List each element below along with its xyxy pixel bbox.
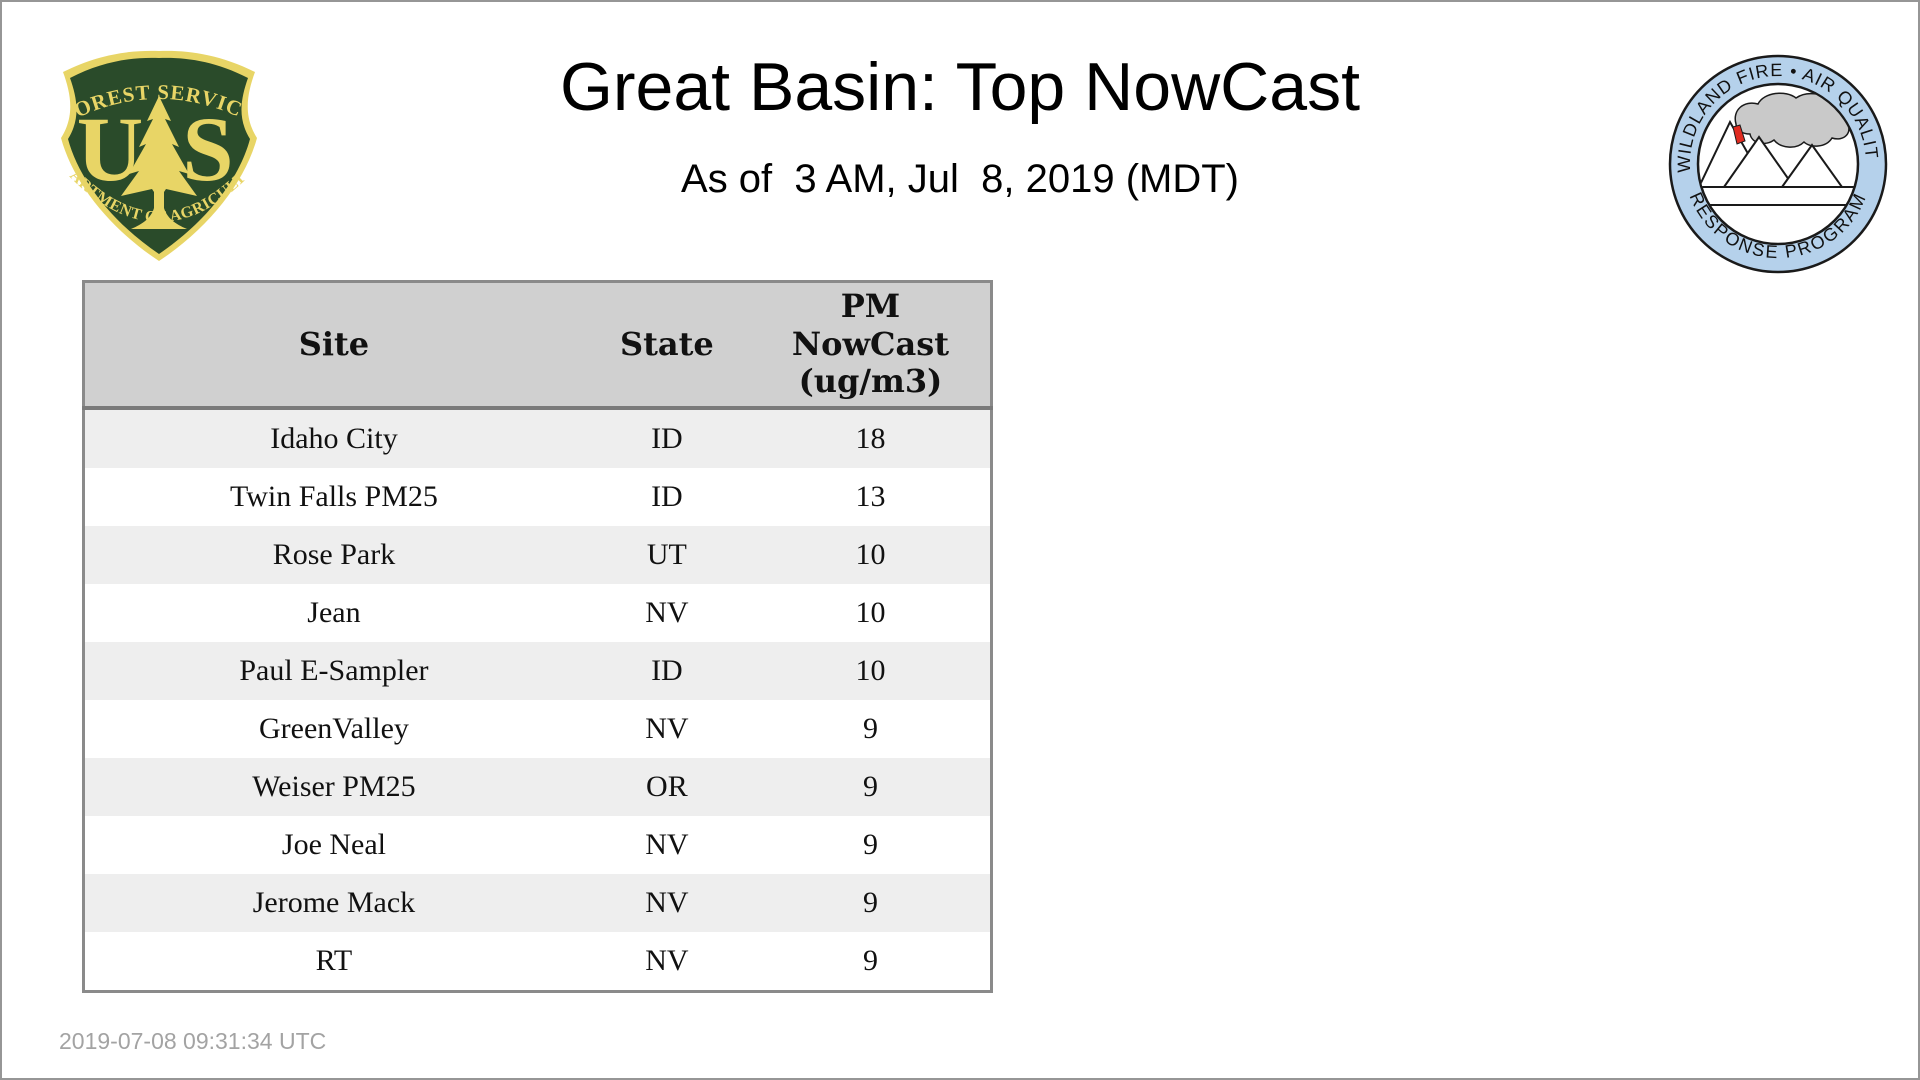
state-cell: ID	[582, 468, 751, 526]
column-header-site: Site	[83, 281, 583, 410]
table-row: Joe Neal NV 9	[83, 816, 992, 874]
site-cell: Weiser PM25	[83, 758, 583, 816]
site-cell: GreenValley	[83, 700, 583, 758]
state-cell: OR	[582, 758, 751, 816]
table-row: Twin Falls PM25 ID 13	[83, 468, 992, 526]
table-row: Weiser PM25 OR 9	[83, 758, 992, 816]
nowcast-cell: 10	[750, 526, 992, 584]
table-row: GreenValley NV 9	[83, 700, 992, 758]
column-header-state: State	[582, 281, 751, 410]
state-cell: NV	[582, 700, 751, 758]
pine-tree-icon	[121, 96, 197, 229]
state-cell: NV	[582, 874, 751, 932]
nowcast-cell: 9	[750, 700, 992, 758]
table-row: Idaho City ID 18	[83, 408, 992, 468]
nowcast-cell: 13	[750, 468, 992, 526]
table-row: Jerome Mack NV 9	[83, 874, 992, 932]
state-cell: ID	[582, 408, 751, 468]
column-header-pm-nowcast: PM NowCast (ug/m3)	[750, 281, 992, 410]
wfaqrp-logo: WILDLAND FIRE • AIR QUALITY RESPONSE PRO…	[1666, 52, 1888, 274]
site-cell: Idaho City	[83, 408, 583, 468]
state-cell: NV	[582, 932, 751, 992]
table-row: Rose Park UT 10	[83, 526, 992, 584]
page-title: Great Basin: Top NowCast	[560, 49, 1360, 125]
nowcast-cell: 18	[750, 408, 992, 468]
table-header: Site State PM NowCast (ug/m3)	[83, 281, 992, 410]
site-cell: Jerome Mack	[83, 874, 583, 932]
nowcast-table: Site State PM NowCast (ug/m3) Idaho City…	[82, 280, 993, 993]
flame-icon	[1732, 124, 1746, 145]
table-row: Paul E-Sampler ID 10	[83, 642, 992, 700]
nowcast-cell: 10	[750, 642, 992, 700]
site-cell: Jean	[83, 584, 583, 642]
site-cell: Joe Neal	[83, 816, 583, 874]
state-cell: UT	[582, 526, 751, 584]
nowcast-cell: 9	[750, 758, 992, 816]
site-cell: Twin Falls PM25	[83, 468, 583, 526]
state-cell: NV	[582, 584, 751, 642]
nowcast-cell: 9	[750, 932, 992, 992]
state-cell: NV	[582, 816, 751, 874]
table-header-row: Site State PM NowCast (ug/m3)	[83, 281, 992, 410]
site-cell: Rose Park	[83, 526, 583, 584]
nowcast-cell: 10	[750, 584, 992, 642]
page-subtitle: As of 3 AM, Jul 8, 2019 (MDT)	[681, 157, 1239, 201]
table-row: RT NV 9	[83, 932, 992, 992]
table-row: Jean NV 10	[83, 584, 992, 642]
fs-letter-s: S	[182, 98, 233, 200]
nowcast-cell: 9	[750, 816, 992, 874]
site-cell: RT	[83, 932, 583, 992]
nowcast-cell: 9	[750, 874, 992, 932]
us-forest-service-logo: FOREST SERVICE U S DEPARTMENT OF AGRICUL…	[59, 42, 257, 261]
site-cell: Paul E-Sampler	[83, 642, 583, 700]
state-cell: ID	[582, 642, 751, 700]
generated-timestamp: 2019-07-08 09:31:34 UTC	[59, 1028, 327, 1054]
